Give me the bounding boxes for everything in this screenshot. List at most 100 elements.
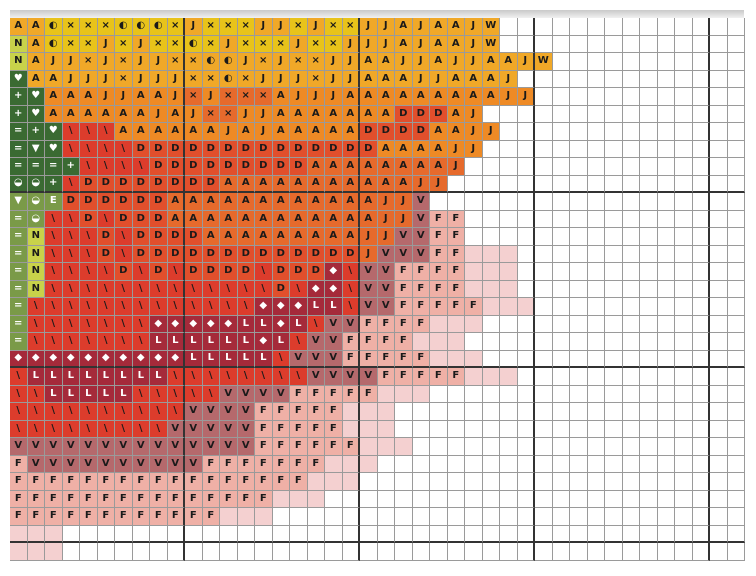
stitch-cell	[517, 175, 535, 193]
stitch-cell	[605, 438, 623, 456]
stitch-cell: L	[237, 315, 255, 333]
stitch-cell: F	[115, 490, 133, 508]
stitch-cell: V	[307, 368, 325, 386]
stitch-cell: D	[132, 245, 150, 263]
stitch-cell: J	[412, 18, 430, 36]
stitch-cell	[237, 525, 255, 543]
stitch-cell	[500, 403, 518, 421]
stitch-cell	[570, 193, 588, 211]
stitch-cell: ♥	[27, 88, 45, 106]
stitch-cell: ◆	[167, 350, 185, 368]
stitch-cell: L	[45, 385, 63, 403]
stitch-cell	[622, 368, 640, 386]
stitch-cell: D	[167, 140, 185, 158]
stitch-cell: ◒	[10, 175, 28, 193]
stitch-cell	[482, 455, 500, 473]
stitch-cell	[535, 88, 553, 106]
stitch-cell	[535, 193, 553, 211]
stitch-cell	[465, 350, 483, 368]
stitch-cell: A	[255, 175, 273, 193]
stitch-cell	[412, 420, 430, 438]
stitch-cell	[675, 123, 693, 141]
stitch-cell	[482, 473, 500, 491]
stitch-cell: D	[290, 158, 308, 176]
stitch-cell	[377, 525, 395, 543]
stitch-cell	[622, 420, 640, 438]
stitch-cell: \	[115, 315, 133, 333]
stitch-cell: F	[395, 263, 413, 281]
stitch-cell	[447, 473, 465, 491]
stitch-cell: D	[115, 193, 133, 211]
stitch-cell	[360, 508, 378, 526]
stitch-cell	[500, 140, 518, 158]
stitch-cell: D	[272, 280, 290, 298]
stitch-cell	[552, 228, 570, 246]
stitch-cell: D	[185, 228, 203, 246]
stitch-cell	[517, 70, 535, 88]
stitch-cell: D	[97, 228, 115, 246]
stitch-cell	[692, 298, 710, 316]
stitch-cell	[552, 70, 570, 88]
stitch-cell	[325, 455, 343, 473]
stitch-cell	[360, 525, 378, 543]
stitch-cell: \	[150, 403, 168, 421]
stitch-cell	[710, 508, 728, 526]
stitch-cell	[552, 105, 570, 123]
stitch-cell: F	[167, 473, 185, 491]
stitch-cell: \	[80, 420, 98, 438]
stitch-cell: F	[325, 420, 343, 438]
stitch-cell	[500, 18, 518, 36]
stitch-cell	[605, 350, 623, 368]
stitch-cell	[710, 35, 728, 53]
stitch-cell: =	[10, 280, 28, 298]
stitch-cell	[692, 263, 710, 281]
stitch-cell: J	[97, 35, 115, 53]
stitch-cell	[517, 508, 535, 526]
stitch-cell	[640, 18, 658, 36]
stitch-cell: F	[465, 298, 483, 316]
stitch-cell	[552, 490, 570, 508]
stitch-cell	[290, 543, 308, 561]
stitch-cell	[132, 525, 150, 543]
stitch-cell	[605, 18, 623, 36]
stitch-cell	[692, 385, 710, 403]
stitch-cell	[465, 158, 483, 176]
stitch-cell	[517, 35, 535, 53]
stitch-cell	[640, 490, 658, 508]
stitch-cell	[552, 368, 570, 386]
stitch-cell: J	[465, 35, 483, 53]
stitch-cell	[640, 525, 658, 543]
stitch-cell: F	[447, 228, 465, 246]
stitch-cell	[675, 490, 693, 508]
stitch-cell	[535, 473, 553, 491]
stitch-cell: ×	[255, 88, 273, 106]
stitch-cell: F	[447, 368, 465, 386]
stitch-cell: V	[377, 263, 395, 281]
stitch-cell: ×	[220, 105, 238, 123]
stitch-cell: D	[97, 193, 115, 211]
stitch-cell	[535, 175, 553, 193]
stitch-cell	[710, 210, 728, 228]
stitch-cell: F	[430, 280, 448, 298]
stitch-cell: D	[167, 158, 185, 176]
stitch-cell: D	[255, 245, 273, 263]
stitch-cell: ×	[202, 70, 220, 88]
stitch-cell: J	[290, 88, 308, 106]
stitch-cell: J	[377, 18, 395, 36]
stitch-cell	[465, 525, 483, 543]
stitch-cell: A	[10, 18, 28, 36]
stitch-cell: ◐	[220, 70, 238, 88]
stitch-cell	[430, 350, 448, 368]
stitch-cell: D	[185, 263, 203, 281]
stitch-cell	[447, 385, 465, 403]
stitch-cell: F	[237, 473, 255, 491]
stitch-cell: J	[255, 123, 273, 141]
stitch-cell	[622, 105, 640, 123]
stitch-cell: ◆	[62, 350, 80, 368]
stitch-cell: A	[447, 123, 465, 141]
stitch-cell: D	[395, 123, 413, 141]
stitch-cell: ×	[325, 35, 343, 53]
stitch-cell: ◐	[220, 53, 238, 71]
stitch-cell	[675, 158, 693, 176]
stitch-cell: \	[237, 280, 255, 298]
